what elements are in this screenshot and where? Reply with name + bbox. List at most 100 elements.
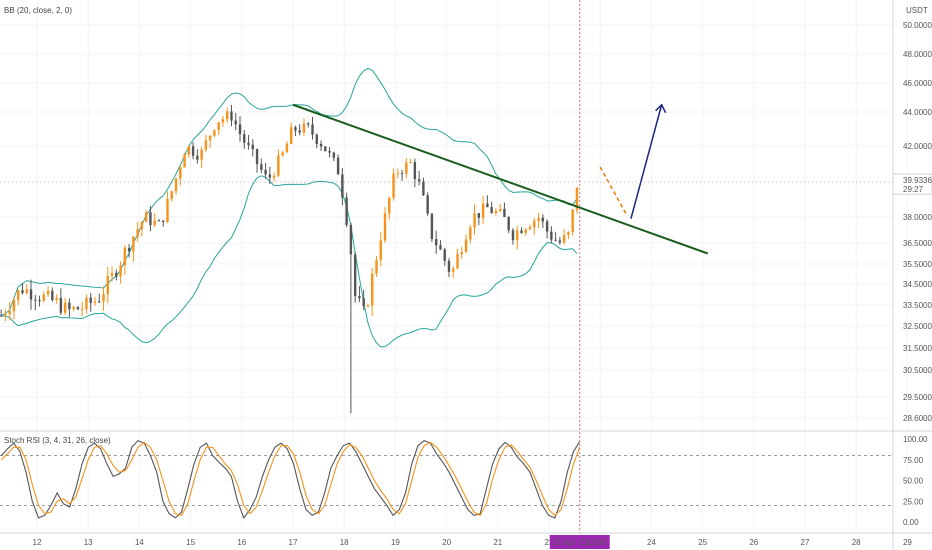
currency-label[interactable]: USDT	[906, 6, 928, 15]
candle-body	[46, 290, 50, 295]
candle-body	[383, 213, 387, 241]
candle-body	[238, 124, 242, 135]
candle-body	[456, 253, 459, 269]
candle-body	[272, 175, 276, 178]
time-tick-label: 12	[33, 538, 42, 547]
candle-body	[179, 167, 182, 179]
candle-body	[498, 208, 502, 212]
time-tick-label: 29	[903, 538, 912, 547]
candle-body	[558, 240, 562, 243]
price-tick-label: 36.5000	[903, 239, 932, 248]
candle-body	[289, 127, 293, 144]
candle-body	[486, 203, 489, 208]
candle-body	[575, 187, 579, 210]
candle-body	[127, 247, 131, 252]
candle-body	[528, 227, 532, 230]
descending-trendline	[292, 103, 709, 255]
candle-body	[516, 230, 519, 241]
candle-body	[136, 229, 139, 237]
candle-body	[251, 144, 254, 150]
candle-body	[213, 130, 216, 136]
candle-body	[324, 146, 327, 152]
stoch-rsi-series	[0, 441, 581, 517]
candle-body	[567, 232, 570, 235]
price-tick-label: 33.5000	[903, 301, 932, 310]
candle-body	[200, 149, 203, 160]
candle-body	[0, 315, 3, 317]
candle-body	[417, 179, 421, 182]
candle-body	[426, 195, 429, 214]
candle-body	[434, 239, 438, 246]
candle-body	[89, 297, 92, 303]
candle-body	[311, 124, 314, 135]
candle-body	[260, 164, 263, 170]
chart-drawings[interactable]	[292, 103, 709, 255]
price-tick-label: 42.0000	[903, 142, 932, 151]
candle-body	[234, 120, 237, 125]
candle-body	[362, 298, 365, 306]
candle-body	[533, 220, 536, 228]
candle-body	[55, 297, 58, 301]
candle-body	[170, 191, 173, 199]
candle-body	[277, 155, 280, 176]
candle-body	[294, 127, 297, 131]
candle-body	[490, 207, 493, 214]
candle-body	[541, 217, 545, 222]
last-price-label: 39.9336	[903, 176, 932, 185]
candle-body	[422, 181, 425, 196]
candle-body	[537, 217, 540, 221]
candle-body	[123, 247, 127, 266]
candle-body	[4, 314, 7, 316]
candle-body	[68, 302, 71, 310]
candle-body	[85, 297, 88, 309]
price-tick-label: 35.5000	[903, 260, 932, 269]
candle-body	[507, 217, 510, 231]
stoch-tick-label: 100.00	[903, 435, 928, 444]
candle-body	[42, 294, 46, 301]
candle-body	[349, 224, 353, 255]
candle-body	[319, 143, 323, 147]
candle-body	[345, 197, 348, 225]
candle-body	[307, 123, 310, 125]
candle-body	[72, 307, 75, 310]
candle-body	[460, 251, 463, 254]
time-tick-label: 26	[749, 538, 758, 547]
dashed-pullback-arrow	[599, 166, 627, 214]
stoch-rsi-legend[interactable]: Stoch RSI (3, 4, 31, 26, close)	[4, 436, 111, 445]
candle-body	[149, 212, 152, 226]
candle-body	[494, 211, 498, 214]
time-marker-hour: 15:00	[587, 538, 608, 547]
grid	[0, 0, 908, 530]
candle-body	[29, 289, 33, 300]
time-tick-label: 22	[545, 538, 554, 547]
candle-body	[452, 268, 455, 272]
candle-body	[358, 296, 361, 299]
candle-body	[106, 275, 109, 295]
price-candles	[0, 104, 579, 414]
main-indicator-legend[interactable]: BB (20, close, 2, 0)	[4, 6, 72, 15]
time-tick-label: 13	[84, 538, 93, 547]
candle-body	[379, 240, 382, 260]
candle-body	[119, 265, 122, 277]
time-marker	[549, 535, 610, 549]
upward-arrow-shaft	[630, 104, 663, 219]
candle-body	[153, 220, 156, 226]
candle-body	[405, 162, 408, 174]
bollinger-bands	[0, 67, 578, 348]
candle-body	[12, 299, 16, 312]
candle-body	[243, 134, 246, 143]
stoch-tick-label: 50.00	[903, 477, 924, 486]
candle-body	[255, 149, 259, 165]
stoch-tick-label: 25.00	[903, 497, 924, 506]
candle-body	[550, 231, 553, 240]
candle-body	[375, 259, 378, 274]
time-tick-label: 15	[186, 538, 195, 547]
candle-body	[247, 142, 250, 145]
candle-body	[166, 198, 169, 223]
candle-body	[447, 260, 451, 272]
candle-body	[98, 301, 101, 303]
candle-body	[285, 143, 289, 153]
candle-body	[264, 169, 267, 175]
